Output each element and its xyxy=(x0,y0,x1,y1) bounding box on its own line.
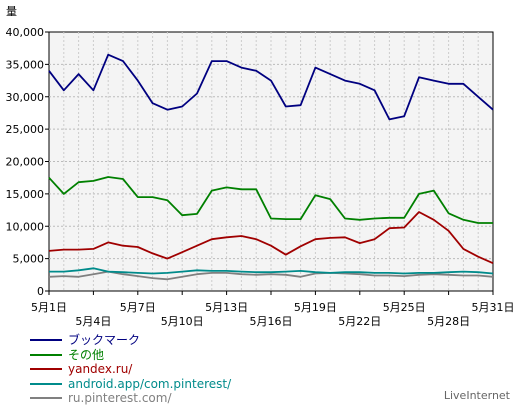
series-line-0 xyxy=(48,53,494,121)
grid-lines xyxy=(49,32,493,291)
legend-label: yandex.ru/ xyxy=(68,362,133,377)
legend: ブックマーク その他 yandex.ru/android.app/com.pinte… xyxy=(30,333,231,406)
series-line-4 xyxy=(48,270,494,281)
x-tick-label: 5月4日 xyxy=(75,315,111,328)
series-group xyxy=(48,53,494,281)
y-tick-label: 25,000 xyxy=(6,123,45,136)
legend-label: ru.pinterest.com/ xyxy=(68,391,172,406)
y-tick-label: 5,000 xyxy=(13,253,45,266)
legend-label: その他 xyxy=(68,347,105,362)
y-tick-label: 0 xyxy=(37,285,44,298)
x-tick-label: 5月28日 xyxy=(427,315,470,328)
x-tick-label: 5月10日 xyxy=(161,315,204,328)
x-tick-label: 5月7日 xyxy=(120,301,156,314)
legend-swatch xyxy=(30,382,62,385)
legend-item: その他 xyxy=(30,348,231,363)
x-tick-label: 5月25日 xyxy=(383,301,426,314)
x-tick-label: 5月22日 xyxy=(338,315,381,328)
chart-svg: 0 5,000 10,000 15,000 20,000 25,000 30,000 35,0… xyxy=(6,5,515,328)
y-axis-label: 量 xyxy=(6,5,17,18)
x-tick-label: 5月31日 xyxy=(472,301,515,314)
x-tick-label: 5月19日 xyxy=(294,301,337,314)
series-line-1 xyxy=(48,176,493,224)
series-line-2 xyxy=(48,211,494,265)
legend-label: ブックマーク xyxy=(68,333,141,348)
x-tick-label: 5月1日 xyxy=(31,301,67,314)
series-line-3 xyxy=(49,267,494,275)
x-tick-label: 5月13日 xyxy=(205,301,248,314)
y-tick-label: 15,000 xyxy=(6,188,45,201)
y-tick-label: 35,000 xyxy=(6,58,45,71)
axes: 0 5,000 10,000 15,000 20,000 25,000 30,000 35,0… xyxy=(6,26,515,328)
y-tick-label: 20,000 xyxy=(6,156,45,169)
legend-label: android.app/com.pinterest/ xyxy=(68,376,232,391)
legend-item: ru.pinterest.com/ xyxy=(30,391,231,406)
legend-item: yandex.ru/ xyxy=(30,362,231,377)
legend-swatch xyxy=(30,368,62,371)
x-tick-label: 5月16日 xyxy=(250,315,293,328)
y-tick-label: 30,000 xyxy=(6,91,45,104)
legend-item: android.app/com.pinterest/ xyxy=(30,377,231,392)
y-tick-label: 40,000 xyxy=(6,26,45,39)
y-tick-label: 10,000 xyxy=(6,220,45,233)
legend-item: ブックマーク xyxy=(30,333,231,348)
legend-swatch xyxy=(30,397,62,400)
legend-swatch xyxy=(30,353,62,356)
footer-brand: LiveInternet xyxy=(443,389,510,402)
legend-swatch xyxy=(30,339,62,342)
